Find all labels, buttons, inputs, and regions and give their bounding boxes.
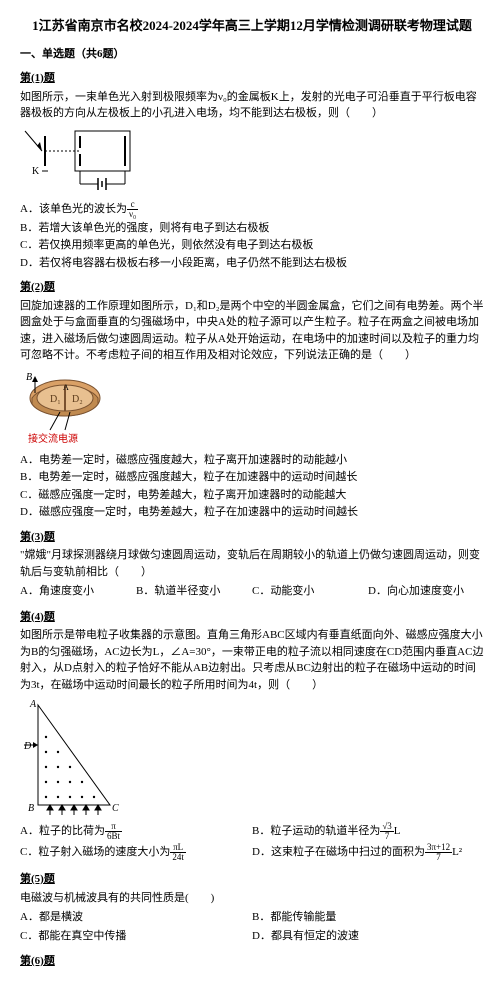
q4-optC: C．粒子射入磁场的速度大小为πL24t — [20, 843, 252, 862]
q3-number: 第(3)题 — [20, 529, 484, 546]
q2-options: A．电势差一定时，磁感应强度越大，粒子离开加速器时的动能越小 B．电势差一定时，… — [20, 452, 484, 521]
q1-text: 如图所示，一束单色光入射到极限频率为ν₀的金属板K上，发射的光电子可沿垂直于平行… — [20, 89, 484, 122]
svg-text:K: K — [32, 166, 40, 177]
svg-text:C: C — [112, 803, 119, 814]
q1-optA: A．该单色光的波长为cν₀ — [20, 200, 484, 219]
q1-optD: D．若仅将电容器右极板右移一小段距离，电子仍然不能到达右极板 — [20, 255, 484, 272]
svg-text:B: B — [28, 803, 34, 814]
q2-optB: B．电势差一定时，磁感应强度越大，粒子在加速器中的运动时间越长 — [20, 469, 484, 486]
page-title: 1江苏省南京市名校2024-2024学年高三上学期12月学情检测调研联考物理试题 — [20, 16, 484, 36]
section-heading: 一、单选题（共6题） — [20, 46, 484, 63]
svg-text:B: B — [26, 372, 32, 383]
svg-text:D: D — [23, 741, 32, 752]
q2-figure: D₁ D₂ A B 接交流电源 — [20, 368, 484, 448]
q2-text: 回旋加速器的工作原理如图所示，D₁和D₂是两个中空的半圆金属盒，它们之间有电势差… — [20, 298, 484, 364]
q3-options: A．角速度变小 B．轨道半径变小 C．动能变小 D．向心加速度变小 — [20, 582, 484, 601]
q5-options: A．都是横波 B．都能传输能量 C．都能在真空中传播 D．都具有恒定的波速 — [20, 908, 484, 945]
svg-text:D₂: D₂ — [72, 394, 83, 405]
q4-options: A．粒子的比荷为π6Bt B．粒子运动的轨道半径为√37L C．粒子射入磁场的速… — [20, 821, 484, 863]
q4-text: 如图所示是带电粒子收集器的示意图。直角三角形ABC区域内有垂直纸面向外、磁感应强… — [20, 627, 484, 693]
q2-optD: D．磁感应强度一定时，电势差越大，粒子在加速器中的运动时间越长 — [20, 504, 484, 521]
q4-optD: D．这束粒子在磁场中扫过的面积为3π+127L² — [252, 843, 484, 862]
q5-optA: A．都是横波 — [20, 909, 252, 926]
q3-optD: D．向心加速度变小 — [368, 583, 484, 600]
q5-optD: D．都具有恒定的波速 — [252, 928, 484, 945]
q2-optC: C．磁感应强度一定时，电势差越大，粒子离开加速器时的动能越大 — [20, 487, 484, 504]
q4-number: 第(4)题 — [20, 609, 484, 626]
q4-optB: B．粒子运动的轨道半径为√37L — [252, 822, 484, 841]
svg-text:A: A — [63, 383, 69, 392]
q1-number: 第(1)题 — [20, 70, 484, 87]
q2-number: 第(2)题 — [20, 279, 484, 296]
q5-text: 电磁波与机械波具有的共同性质是( ) — [20, 890, 484, 907]
q2-caption: 接交流电源 — [28, 432, 78, 445]
q1-options: A．该单色光的波长为cν₀ B．若增大该单色光的强度，则将有电子到达右极板 C．… — [20, 200, 484, 272]
q1-optB: B．若增大该单色光的强度，则将有电子到达右极板 — [20, 220, 484, 237]
q3-optB: B．轨道半径变小 — [136, 583, 252, 600]
q6-number: 第(6)题 — [20, 953, 484, 970]
q5-number: 第(5)题 — [20, 871, 484, 888]
q5-optC: C．都能在真空中传播 — [20, 928, 252, 945]
q3-text: "嫦娥"月球探测器绕月球做匀速圆周运动，变轨后在周期较小的轨道上仍做匀速圆周运动… — [20, 547, 484, 580]
q2-optA: A．电势差一定时，磁感应强度越大，粒子离开加速器时的动能越小 — [20, 452, 484, 469]
svg-text:D₁: D₁ — [50, 394, 61, 405]
q4-optA: A．粒子的比荷为π6Bt — [20, 822, 252, 841]
q3-optC: C．动能变小 — [252, 583, 368, 600]
q1-optC: C．若仅换用频率更高的单色光，则依然没有电子到达右极板 — [20, 237, 484, 254]
q3-optA: A．角速度变小 — [20, 583, 136, 600]
q5-optB: B．都能传输能量 — [252, 909, 484, 926]
svg-text:A: A — [29, 699, 37, 710]
q1-figure: K — [20, 126, 484, 196]
q4-figure: A B C D — [20, 697, 484, 817]
